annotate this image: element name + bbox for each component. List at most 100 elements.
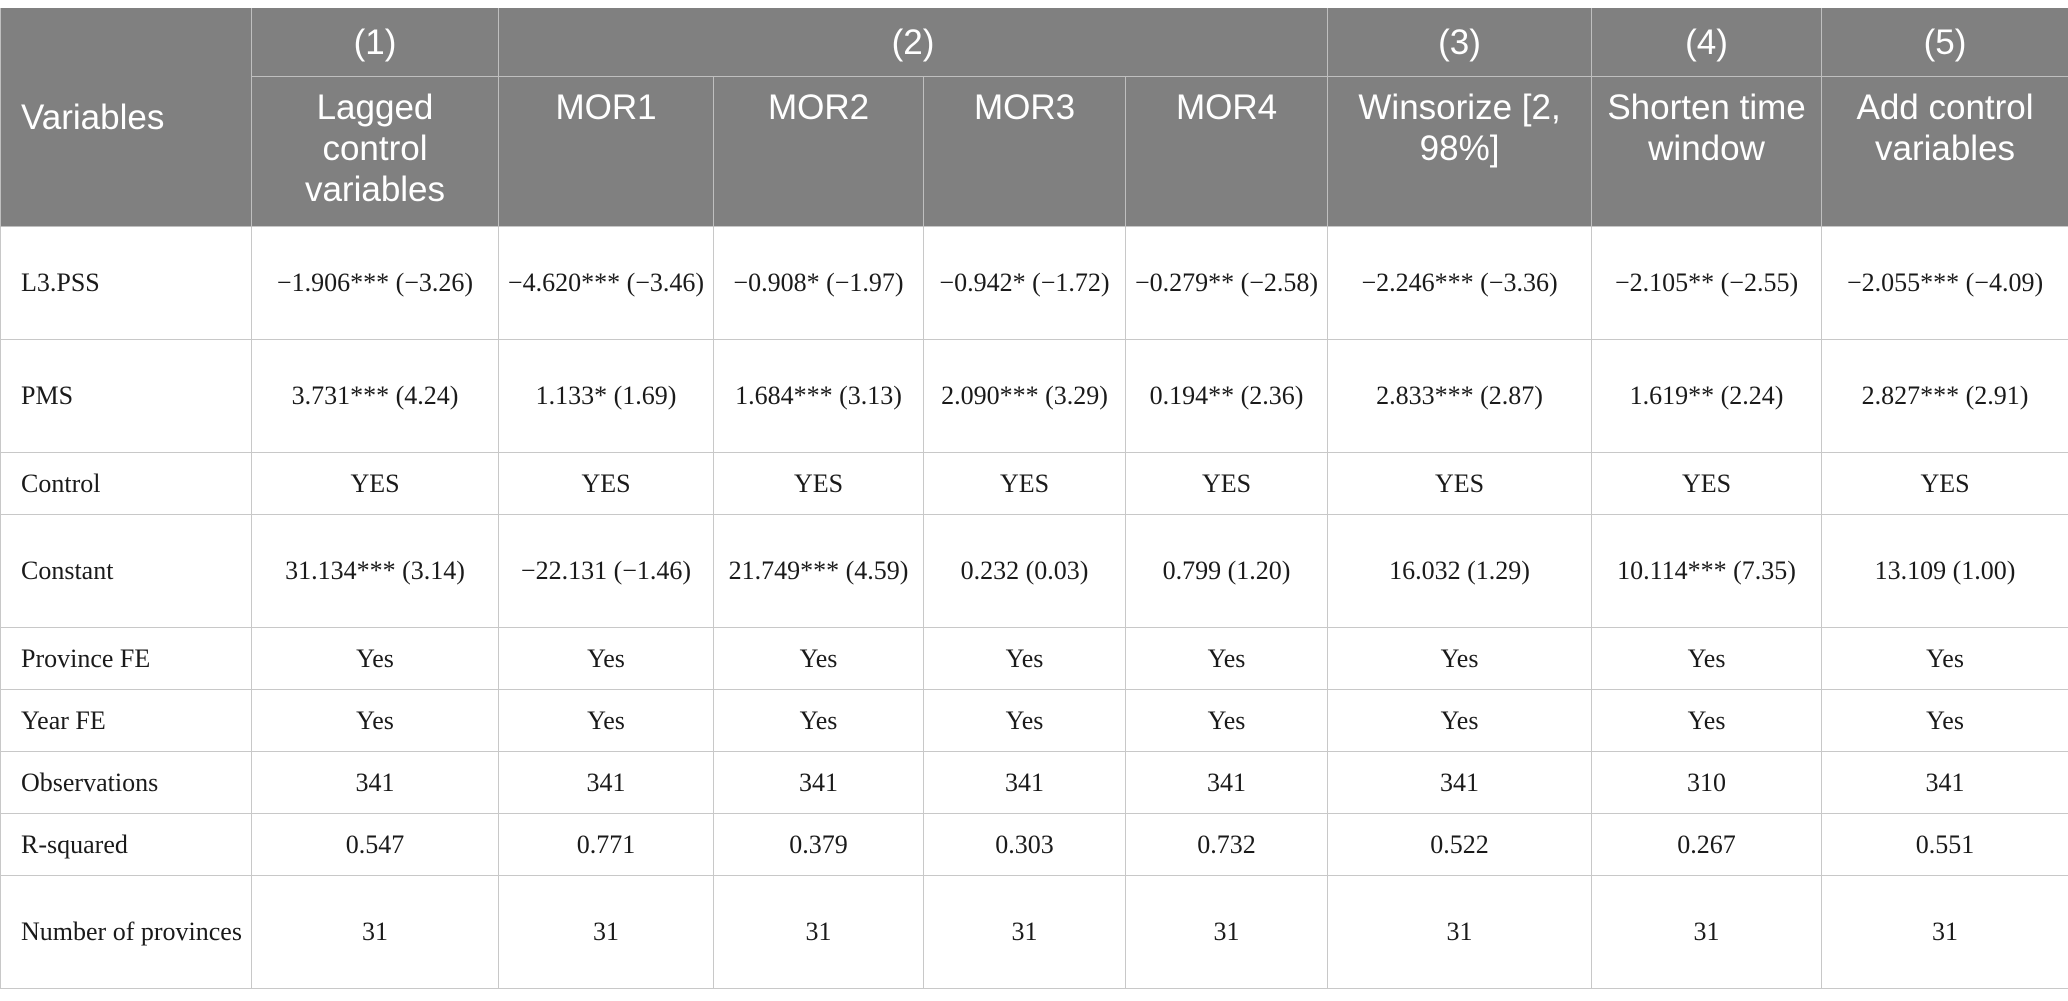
table-cell: 31: [498, 875, 714, 989]
table-cell: 31: [713, 875, 924, 989]
table-cell: 0.194** (2.36): [1124, 339, 1329, 453]
table-cell: 341: [251, 751, 499, 814]
table-cell: Yes: [923, 627, 1126, 690]
table-cell: Yes: [1591, 627, 1823, 690]
table-cell: 0.379: [713, 813, 924, 876]
table-cell: 2.827*** (2.91): [1821, 339, 2068, 453]
model-number-2: (2): [497, 8, 1329, 77]
row-label: Number of provinces: [0, 875, 252, 989]
row-label: Observations: [0, 751, 252, 814]
table-row: L3.PSS −1.906*** (−3.26) −4.620*** (−3.46)…: [0, 226, 2068, 340]
subheader-add-controls: Add control variables: [1821, 76, 2068, 227]
table-row: Constant 31.134*** (3.14) −22.131 (−1.46) 2…: [0, 514, 2068, 628]
table-cell: 0.547: [251, 813, 499, 876]
table-row: Province FE Yes Yes Yes Yes Yes Yes Yes Yes: [0, 627, 2068, 690]
subheader-shorten-window: Shorten time window: [1591, 76, 1823, 227]
table-cell: Yes: [1821, 689, 2068, 752]
table-cell: YES: [251, 452, 499, 515]
table-body: L3.PSS −1.906*** (−3.26) −4.620*** (−3.46)…: [0, 226, 2068, 989]
table-cell: YES: [1821, 452, 2068, 515]
table-cell: 0.232 (0.03): [923, 514, 1126, 628]
table-cell: −2.055*** (−4.09): [1821, 226, 2068, 340]
table-cell: −0.908* (−1.97): [713, 226, 924, 340]
row-label: L3.PSS: [0, 226, 252, 340]
table-cell: 341: [1327, 751, 1593, 814]
table-cell: 0.732: [1124, 813, 1329, 876]
table-header: Variables (1) (2) (3) (4) (5) Lagged con…: [0, 8, 2068, 227]
table-cell: 31.134*** (3.14): [251, 514, 499, 628]
table-cell: 341: [1124, 751, 1329, 814]
table-cell: Yes: [251, 627, 499, 690]
table-cell: 0.522: [1327, 813, 1593, 876]
table-cell: 1.133* (1.69): [498, 339, 714, 453]
table-cell: 31: [251, 875, 499, 989]
table-cell: 21.749*** (4.59): [713, 514, 924, 628]
row-label: Year FE: [0, 689, 252, 752]
table-cell: 0.771: [498, 813, 714, 876]
table-cell: Yes: [923, 689, 1126, 752]
table-cell: Yes: [1327, 627, 1593, 690]
table-cell: YES: [923, 452, 1126, 515]
table-cell: −0.942* (−1.72): [923, 226, 1126, 340]
table-cell: Yes: [713, 627, 924, 690]
table-cell: −2.246*** (−3.36): [1327, 226, 1593, 340]
subheader-mor1: MOR1: [498, 76, 714, 227]
table-cell: 0.551: [1821, 813, 2068, 876]
table-cell: YES: [1327, 452, 1593, 515]
header-row-specifications: Lagged control variables MOR1 MOR2 MOR3 …: [1, 76, 2068, 227]
table-cell: −1.906*** (−3.26): [251, 226, 499, 340]
model-number-4: (4): [1591, 8, 1823, 77]
table-cell: 13.109 (1.00): [1821, 514, 2068, 628]
table-cell: 2.833*** (2.87): [1327, 339, 1593, 453]
table-cell: 0.303: [923, 813, 1126, 876]
subheader-mor4: MOR4: [1124, 76, 1329, 227]
table-cell: 31: [1821, 875, 2068, 989]
table-cell: 341: [713, 751, 924, 814]
table-cell: −22.131 (−1.46): [498, 514, 714, 628]
table-cell: 10.114*** (7.35): [1591, 514, 1823, 628]
table-cell: 1.684*** (3.13): [713, 339, 924, 453]
table-row: Control YES YES YES YES YES YES YES YES: [0, 452, 2068, 515]
table-cell: Yes: [713, 689, 924, 752]
table-cell: 341: [1821, 751, 2068, 814]
table-cell: −0.279** (−2.58): [1124, 226, 1329, 340]
table-cell: 341: [923, 751, 1126, 814]
table-cell: 1.619** (2.24): [1591, 339, 1823, 453]
table-cell: Yes: [498, 689, 714, 752]
table-cell: YES: [713, 452, 924, 515]
table-cell: 0.267: [1591, 813, 1823, 876]
table-cell: 31: [1124, 875, 1329, 989]
table-cell: YES: [1124, 452, 1329, 515]
table-row: Year FE Yes Yes Yes Yes Yes Yes Yes Yes: [0, 689, 2068, 752]
model-number-3: (3): [1327, 8, 1593, 77]
table-row: R-squared 0.547 0.771 0.379 0.303 0.732 0.522 0…: [0, 813, 2068, 876]
table-cell: Yes: [1327, 689, 1593, 752]
table-cell: Yes: [1124, 627, 1329, 690]
table-cell: YES: [1591, 452, 1823, 515]
header-row-models: Variables (1) (2) (3) (4) (5): [0, 8, 2068, 227]
table-cell: −2.105** (−2.55): [1591, 226, 1823, 340]
table-cell: 341: [498, 751, 714, 814]
table-cell: −4.620*** (−3.46): [498, 226, 714, 340]
regression-table: Variables (1) (2) (3) (4) (5) Lagged con…: [0, 8, 2068, 989]
row-label: Control: [0, 452, 252, 515]
table-cell: Yes: [1821, 627, 2068, 690]
table-cell: 31: [923, 875, 1126, 989]
table-cell: Yes: [1124, 689, 1329, 752]
table-cell: Yes: [251, 689, 499, 752]
table-row: PMS 3.731*** (4.24) 1.133* (1.69) 1.684*** …: [0, 339, 2068, 453]
table-cell: 31: [1327, 875, 1593, 989]
table-cell: 16.032 (1.29): [1327, 514, 1593, 628]
row-label: PMS: [0, 339, 252, 453]
table-cell: YES: [498, 452, 714, 515]
subheader-lagged-control: Lagged control variables: [251, 76, 499, 227]
row-label: Province FE: [0, 627, 252, 690]
subheader-mor2: MOR2: [713, 76, 924, 227]
regression-table-container: Variables (1) (2) (3) (4) (5) Lagged con…: [0, 8, 2068, 989]
row-label: Constant: [0, 514, 252, 628]
table-row: Observations 341 341 341 341 341 341 310 341: [0, 751, 2068, 814]
table-cell: 0.799 (1.20): [1124, 514, 1329, 628]
table-cell: Yes: [498, 627, 714, 690]
table-cell: 31: [1591, 875, 1823, 989]
row-label: R-squared: [0, 813, 252, 876]
